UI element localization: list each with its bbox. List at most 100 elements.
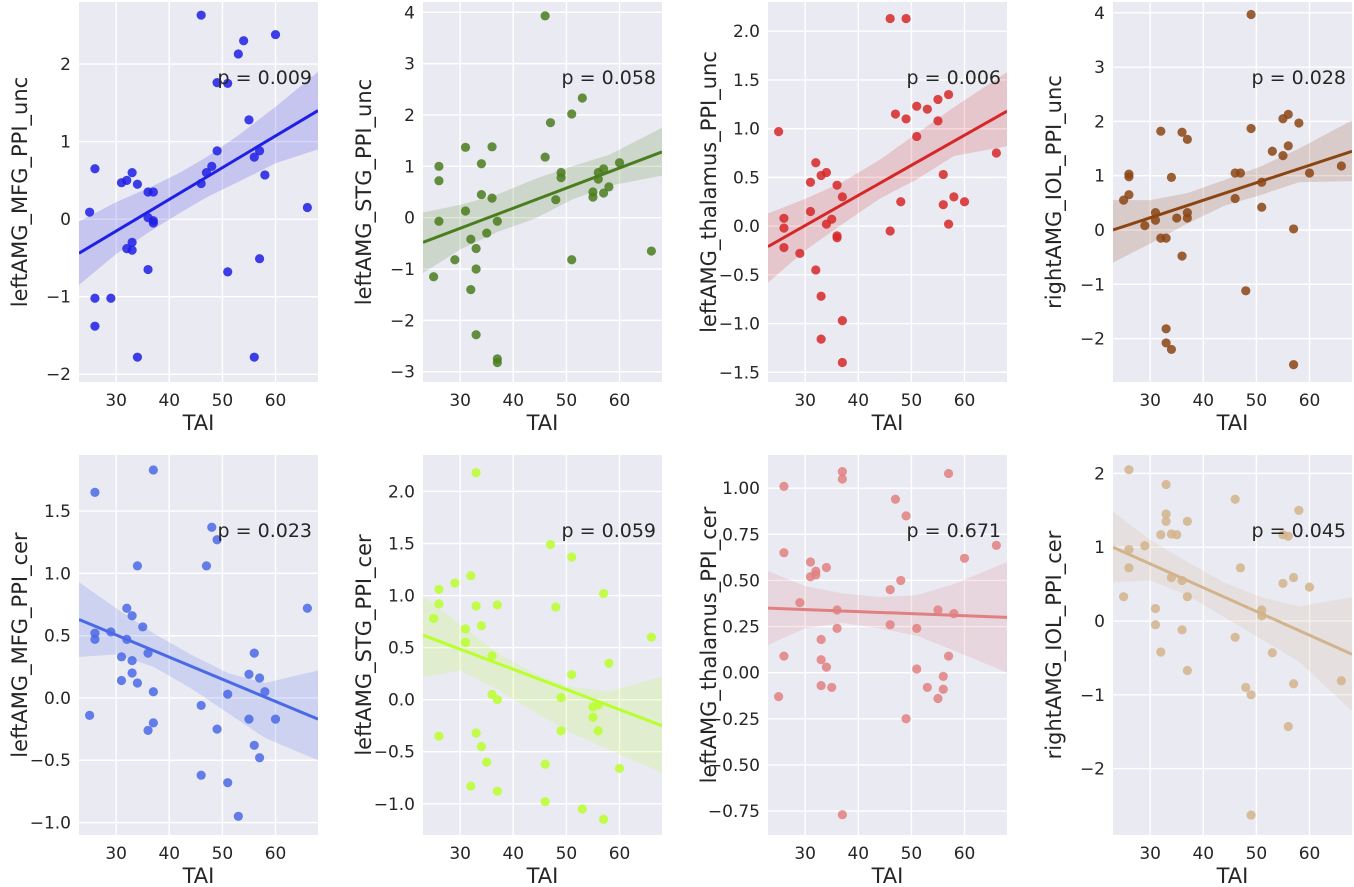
x-tick-label: 30 [105,844,127,864]
scatter-point [567,552,577,562]
scatter-point [1161,338,1171,348]
scatter-point [466,234,476,244]
scatter-point [598,188,609,198]
x-tick-label: 50 [1246,844,1268,864]
scatter-point [938,684,948,694]
y-tick-label: 4 [1094,4,1105,24]
scatter-point [1161,509,1171,519]
y-tick-label: 1.5 [44,502,71,522]
scatter-point [471,601,481,611]
scatter-point [811,566,821,576]
regression-line [1113,545,1352,656]
scatter-point [143,264,153,275]
regression-line [768,109,1007,248]
scatter-point [434,731,444,741]
scatter-point [1166,172,1177,182]
y-tick-label: 1.0 [388,587,415,607]
scatter-point [1161,479,1171,490]
scatter-point [254,254,265,264]
y-tick-label: −0.5 [30,751,71,771]
scatter-point [1124,465,1134,475]
scatter-point [816,655,826,665]
scatter-point [492,216,502,226]
x-tick-label: 50 [212,391,234,411]
scatter-point [201,561,212,571]
scatter-point [779,548,789,558]
scatter-point [779,481,789,491]
scatter-point [482,228,492,238]
scatter-point [148,687,158,697]
subplot-7: 30 40 50 60 −0.75 −0.50 −0.25 0.00 0.25 0.50 0.75 1… [697,455,1007,887]
scatter-point [938,671,948,681]
scatter-point [196,700,206,711]
scatter-point [148,465,158,475]
scatter-point [1294,505,1304,515]
scatter-point [106,293,116,303]
y-tick-label: −2 [46,365,71,385]
scatter-point [811,265,821,275]
scatter-point [540,797,550,807]
x-tick-label: 50 [901,391,923,411]
regression-line [768,606,1007,619]
regression-line [79,618,318,721]
scatter-point [832,233,842,243]
y-tick-label: −2 [390,311,415,331]
scatter-point [487,193,497,203]
y-tick-label: −1 [1080,275,1105,295]
x-tick-label: 60 [609,844,631,864]
y-axis-label: leftAMG_thalamus_PPI_cer [697,506,722,783]
scatter-point [795,248,805,258]
scatter-point [476,189,487,200]
scatter-point [90,487,100,497]
y-tick-label: 1.0 [733,120,760,140]
scatter-point [460,142,471,152]
p-value-annotation: p = 0.009 [218,67,312,89]
scatter-point [912,131,922,142]
y-tick-label: 0.0 [44,689,71,709]
scatter-point [577,804,587,814]
scatter-point [1150,603,1161,614]
scatter-point [837,467,847,477]
x-axis-label: TAI [182,864,215,887]
y-tick-label: −1.0 [719,315,760,335]
scatter-point [890,494,901,504]
scatter-point [233,49,243,59]
scatter-point [943,651,954,661]
y-tick-label: −3 [390,363,415,383]
scatter-point [1288,360,1299,370]
scatter-point [821,662,832,672]
scatter-point [223,689,233,699]
scatter-point [1161,516,1171,527]
y-tick-label: 2 [404,106,415,126]
y-tick-label: 3 [1094,58,1105,78]
scatter-point [482,757,492,767]
scatter-point [1246,690,1256,700]
x-axis-label: TAI [526,864,559,887]
x-tick-label: 40 [1192,391,1214,411]
y-tick-label: 0 [1094,612,1105,632]
scatter-point [1304,168,1315,178]
scatter-point [943,468,954,479]
x-tick-label: 50 [901,844,923,864]
y-tick-label: 0 [404,209,415,229]
y-tick-label: 0.75 [722,525,760,545]
p-value-annotation: p = 0.671 [907,520,1001,542]
y-tick-label: −2 [1080,760,1105,780]
scatter-point [249,352,259,362]
scatter-point [991,148,1001,158]
y-tick-label: 2.0 [388,482,415,502]
scatter-point [556,726,566,736]
scatter-point [837,357,847,368]
scatter-point [837,316,847,326]
y-tick-label: 2 [60,55,71,75]
scatter-point [127,611,137,621]
y-tick-label: −0.25 [708,710,760,730]
scatter-point [1288,224,1299,234]
regression-line [423,633,662,728]
scatter-point [821,167,832,178]
y-tick-label: 0 [1094,221,1105,241]
scatter-point [959,553,970,563]
subplot-1: 30 40 50 60 −2 −1 0 1 2 p = 0.009 TAI leftAMG_MFG_P… [8,2,318,435]
scatter-point [1246,810,1256,820]
scatter-point [207,522,217,532]
